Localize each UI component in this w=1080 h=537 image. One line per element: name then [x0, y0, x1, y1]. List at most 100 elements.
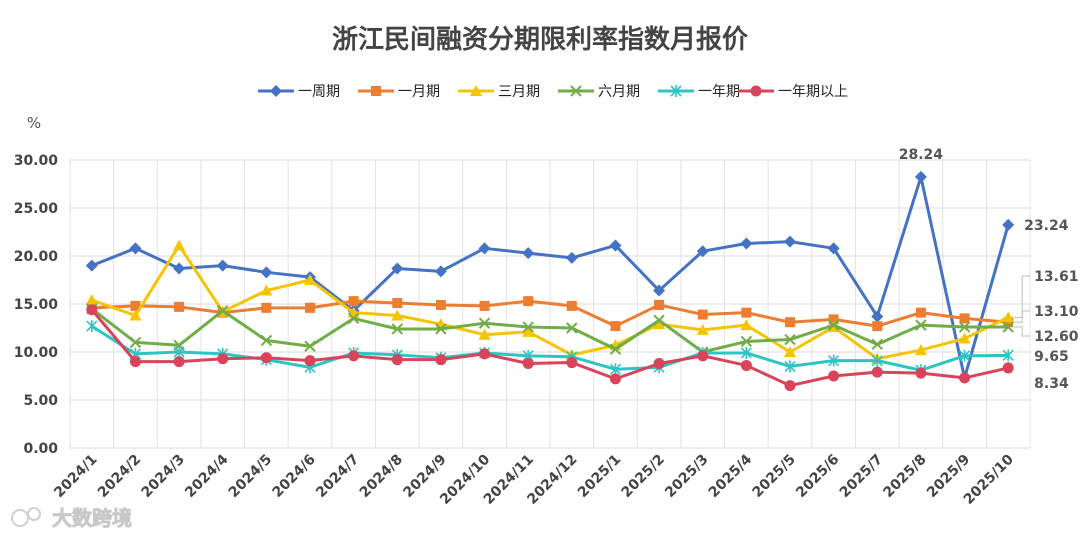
watermark-logo-icon: [11, 507, 41, 527]
series-line: [91, 175, 1010, 380]
x-tick-label: 2025/2: [619, 452, 668, 501]
series-line: [90, 307, 1009, 354]
legend-item: 一年期: [658, 84, 740, 100]
annotation-leader: [1014, 310, 1031, 323]
x-tick-label: 2024/3: [139, 452, 188, 501]
data-point: [348, 296, 359, 307]
data-point: [348, 350, 360, 362]
series-diamond: [85, 170, 1015, 384]
y-tick-label: 25.00: [14, 201, 59, 217]
data-point: [654, 299, 665, 310]
data-point: [872, 321, 883, 332]
data-point: [391, 354, 403, 366]
x-tick-label: 2025/4: [706, 451, 756, 501]
data-point: [174, 301, 185, 312]
data-point: [609, 343, 622, 355]
x-tick-label: 2024/8: [357, 452, 406, 501]
x-tick-label: 2024/2: [95, 452, 144, 501]
data-point: [697, 309, 708, 320]
data-point: [1002, 218, 1015, 231]
series-line: [91, 299, 1009, 328]
data-point: [653, 358, 665, 370]
data-point: [784, 380, 796, 392]
data-point: [304, 355, 316, 367]
watermark: 大数跨境: [11, 506, 132, 530]
data-point: [479, 348, 491, 360]
grid: [69, 159, 1031, 449]
data-point: [129, 309, 142, 321]
data-point: [610, 321, 621, 332]
legend-item: 三月期: [458, 84, 540, 100]
data-point: [697, 350, 709, 362]
x-tick-label: 2025/1: [575, 452, 624, 501]
data-point: [828, 370, 840, 382]
x-tick-label: 2025/7: [837, 452, 886, 501]
data-point: [828, 354, 840, 367]
legend-item: 一月期: [358, 84, 440, 100]
data-point: [391, 262, 404, 275]
data-point: [653, 314, 665, 327]
data-point: [1002, 321, 1014, 333]
data-point: [347, 312, 360, 325]
y-tick-label: 30.00: [14, 153, 59, 169]
data-point: [304, 340, 316, 352]
data-point: [85, 294, 98, 306]
x-tick-label: 2024/5: [226, 452, 275, 501]
x-axis-ticks: 2024/12024/22024/32024/42024/52024/62024…: [51, 451, 1017, 507]
data-point: [434, 265, 447, 278]
data-point: [827, 319, 840, 331]
data-point: [653, 284, 666, 297]
data-point: [261, 302, 272, 313]
legend-label: 一年期: [698, 84, 740, 100]
data-label: 9.65: [1034, 349, 1069, 365]
series-line: [90, 308, 1009, 388]
data-point: [750, 85, 762, 97]
data-point: [914, 344, 927, 356]
series-group: [85, 170, 1015, 392]
data-point: [270, 85, 282, 97]
data-point: [305, 302, 315, 313]
data-point: [435, 354, 447, 366]
y-axis-unit: %: [27, 114, 41, 132]
data-point: [784, 333, 796, 346]
data-point: [217, 305, 229, 317]
data-point: [565, 251, 578, 264]
data-point: [609, 239, 622, 252]
legend: 一周期 一月期 三月期 六月期 一年期 一年期以上: [258, 84, 848, 100]
data-point: [958, 349, 971, 362]
data-point: [478, 328, 491, 340]
data-point: [173, 239, 186, 251]
legend-label: 三月期: [498, 84, 540, 100]
data-point: [522, 247, 535, 260]
data-point: [217, 353, 229, 365]
data-point: [86, 320, 98, 333]
data-point: [914, 170, 927, 183]
x-tick-label: 2024/6: [269, 452, 318, 501]
data-point: [522, 321, 534, 333]
data-point: [391, 323, 403, 335]
data-point: [129, 356, 141, 368]
data-point: [785, 317, 795, 328]
y-axis-ticks: 0.00 5.00 10.00 15.00 20.00 25.00 30.00: [14, 153, 59, 457]
data-label: 23.24: [1024, 218, 1069, 234]
data-point: [740, 359, 752, 371]
data-point: [566, 322, 578, 334]
data-point: [827, 242, 840, 255]
data-point: [696, 245, 709, 258]
data-point: [566, 357, 578, 369]
data-point: [915, 367, 927, 379]
legend-item: 一年期以上: [738, 84, 848, 100]
legend-label: 一月期: [398, 84, 440, 100]
data-point: [959, 372, 971, 384]
data-point: [478, 317, 491, 329]
data-point: [871, 366, 883, 378]
y-tick-label: 0.00: [23, 441, 58, 457]
x-tick-label: 2024/7: [313, 452, 362, 501]
data-point: [85, 259, 98, 272]
data-point: [260, 284, 273, 296]
y-tick-label: 10.00: [14, 345, 59, 361]
data-point: [130, 300, 141, 311]
data-point: [216, 259, 229, 272]
x-tick-label: 2024/1: [51, 452, 100, 501]
